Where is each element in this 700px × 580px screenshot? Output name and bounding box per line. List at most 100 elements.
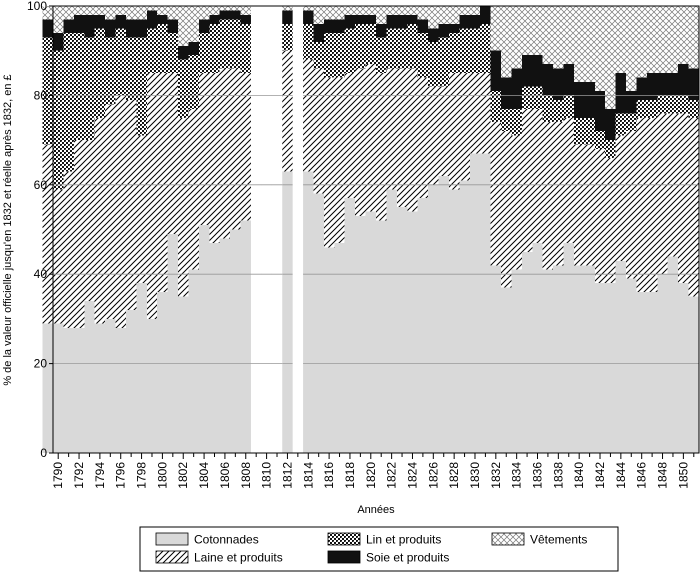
x-tick-label-1802: 1802 — [176, 462, 190, 489]
column-segment-1826-s3 — [428, 28, 439, 42]
column-segment-1804-s2 — [198, 32, 210, 74]
column-segment-1794-s0 — [94, 323, 106, 453]
column-segment-1794-s3 — [94, 14, 106, 29]
column-segment-1819-s0 — [355, 216, 366, 453]
y-tick-label-100: 100 — [27, 0, 47, 13]
column-segment-1842-s2 — [594, 131, 606, 150]
column-segment-1844-s0 — [615, 260, 627, 453]
column-segment-1816-s2 — [323, 32, 335, 78]
column-segment-1804-s1 — [198, 73, 210, 226]
column-segment-1798-s2 — [136, 37, 148, 136]
column-segment-1832-s1 — [490, 122, 502, 266]
column-segment-1805-s0 — [209, 242, 221, 453]
column-segment-1820-s0 — [365, 211, 377, 453]
column-segment-1801-s0 — [167, 233, 179, 453]
column-segment-1840-s2 — [573, 117, 585, 145]
column-segment-1802-s0 — [178, 296, 189, 453]
column-segment-1800-s0 — [157, 292, 169, 453]
column-segment-1839-s1 — [563, 117, 575, 243]
column-segment-1820-s4 — [365, 6, 377, 15]
column-segment-1792-s1 — [73, 140, 85, 328]
x-tick-label-1836: 1836 — [531, 462, 545, 489]
column-segment-1851-s3 — [688, 68, 700, 100]
column-segment-1793-s4 — [84, 6, 96, 15]
column-segment-1829-s2 — [459, 28, 471, 74]
column-segment-1838-s4 — [553, 6, 564, 69]
column-segment-1839-s3 — [563, 64, 575, 96]
column-segment-1807-s0 — [230, 229, 241, 453]
column-segment-1791-s4 — [63, 6, 75, 20]
column-segment-1827-s1 — [438, 86, 450, 176]
column-segment-1815-s1 — [313, 68, 325, 194]
column-segment-1814-s3 — [303, 10, 314, 24]
column-segment-1818-s3 — [344, 14, 356, 29]
column-segment-1851-s0 — [688, 296, 700, 453]
column-segment-1850-s2 — [678, 95, 689, 114]
axes — [52, 5, 700, 454]
legend-label-2: Lin et produits — [366, 533, 441, 547]
column-segment-1825-s2 — [417, 32, 429, 78]
column-segment-1824-s1 — [407, 68, 419, 212]
x-tick-label-1804: 1804 — [197, 462, 211, 489]
legend-swatch-2 — [327, 532, 361, 546]
column-segment-1826-s0 — [428, 184, 439, 454]
column-segment-1851-s4 — [688, 6, 700, 69]
x-tick-label-1810: 1810 — [260, 462, 274, 489]
column-segment-1833-s1 — [501, 131, 512, 288]
column-segment-1815-s2 — [313, 41, 325, 69]
column-segment-1797-s3 — [125, 19, 137, 38]
column-segment-1805-s4 — [209, 6, 221, 15]
column-segment-1815-s4 — [313, 6, 325, 24]
column-segment-1848-s3 — [657, 73, 669, 96]
column-segment-1792-s2 — [73, 32, 85, 141]
column-segment-1827-s0 — [438, 175, 450, 454]
column-segment-1816-s0 — [323, 247, 335, 453]
column-segment-1835-s0 — [521, 251, 533, 453]
column-segment-1793-s2 — [84, 37, 96, 141]
column-segment-1846-s0 — [636, 292, 648, 453]
column-segment-1799-s4 — [146, 6, 158, 11]
column-segment-1797-s2 — [125, 37, 137, 100]
column-segment-1798-s0 — [136, 283, 148, 453]
x-tick-label-1834: 1834 — [510, 462, 524, 489]
column-segment-1824-s2 — [407, 23, 419, 69]
column-segment-1832-s3 — [490, 50, 502, 91]
column-segment-1830-s4 — [469, 6, 481, 15]
column-segment-1835-s3 — [521, 55, 533, 87]
column-segment-1806-s2 — [219, 19, 231, 69]
column-segment-1840-s0 — [573, 265, 585, 453]
column-segment-1818-s4 — [344, 6, 356, 15]
column-segment-1798-s4 — [136, 6, 148, 20]
column-segment-1851-s1 — [688, 117, 700, 297]
column-segment-1805-s2 — [209, 23, 221, 74]
column-segment-1800-s1 — [157, 73, 169, 293]
column-segment-1836-s2 — [532, 86, 544, 109]
column-segment-1790-s1 — [53, 189, 64, 324]
column-segment-1792-s3 — [73, 14, 85, 33]
x-tick-label-1830: 1830 — [468, 462, 482, 489]
column-segment-1821-s1 — [376, 73, 387, 221]
column-segment-1796-s3 — [115, 14, 127, 29]
column-segment-1805-s1 — [209, 73, 221, 243]
column-segment-1851-s2 — [688, 99, 700, 118]
column-segment-1829-s4 — [459, 6, 471, 15]
column-segment-1814-s0 — [303, 171, 314, 453]
column-segment-1834-s4 — [511, 6, 523, 69]
column-segment-1842-s3 — [594, 90, 606, 132]
column-segment-1830-s0 — [469, 153, 481, 453]
gap-1810 — [261, 6, 272, 453]
x-tick-label-1848: 1848 — [656, 462, 670, 489]
column-segment-1814-s4 — [303, 6, 314, 11]
x-tick-label-1812: 1812 — [280, 462, 294, 489]
y-tick-label-20: 20 — [34, 357, 48, 371]
x-tick-label-1792: 1792 — [72, 462, 86, 489]
column-segment-1848-s2 — [657, 95, 669, 114]
column-segment-1799-s0 — [146, 318, 158, 453]
column-segment-1837-s2 — [542, 95, 554, 123]
column-segment-1799-s2 — [146, 28, 158, 74]
column-segment-1848-s1 — [657, 113, 669, 275]
column-segment-1817-s2 — [334, 32, 346, 78]
column-segment-1790-s2 — [53, 50, 64, 190]
column-segment-1817-s1 — [334, 77, 346, 243]
column-segment-1817-s3 — [334, 19, 346, 33]
